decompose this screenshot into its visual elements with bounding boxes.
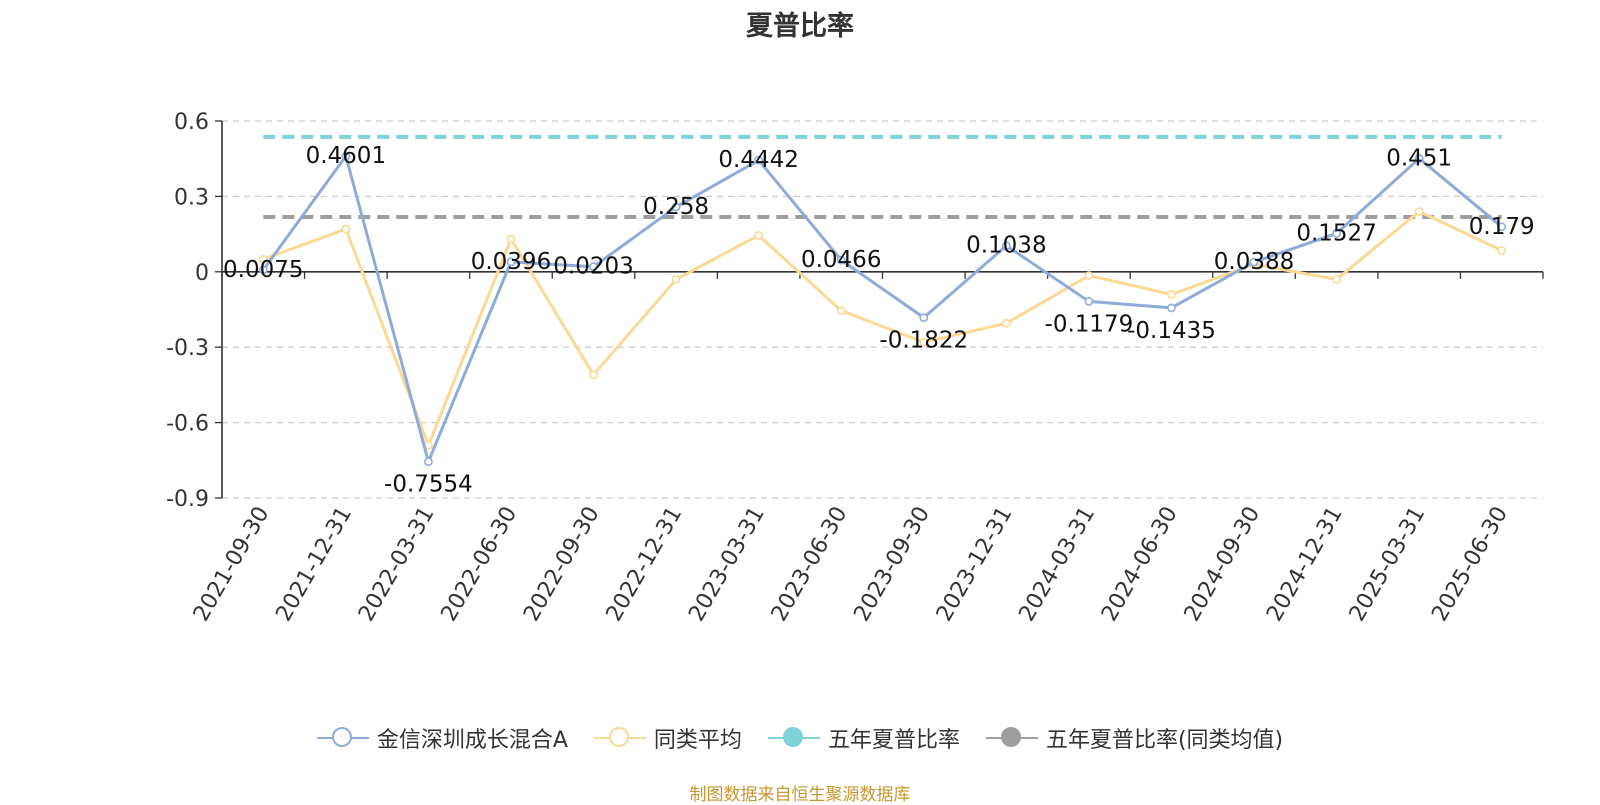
series-point (506, 257, 516, 267)
source-note: 制图数据来自恒生聚源数据库 (689, 785, 911, 805)
x-tick-label: 2025-06-30 (1427, 503, 1513, 626)
data-label: 0.179 (1469, 214, 1535, 240)
series-point (1332, 229, 1341, 238)
series-point (1001, 318, 1011, 328)
x-tick-label: 2021-09-30 (189, 503, 275, 626)
x-tick-label: 2024-06-30 (1097, 503, 1183, 626)
x-tick-label: 2022-12-31 (602, 503, 688, 626)
series-point (258, 254, 268, 264)
series-point (1414, 207, 1424, 216)
series-point (589, 262, 598, 272)
series-point (919, 337, 929, 347)
y-tick-label: -0.3 (166, 336, 209, 361)
x-tick-label: 2021-12-31 (271, 503, 357, 626)
series-point (589, 370, 598, 380)
x-tick-label: 2025-03-31 (1345, 503, 1431, 626)
legend-label-fund: 金信深圳成长混合A (376, 728, 568, 753)
x-tick-label: 2023-12-31 (932, 503, 1018, 626)
series-point (1167, 303, 1176, 313)
series-point (1167, 290, 1176, 299)
x-tick-label: 2024-03-31 (1015, 503, 1101, 626)
data-label: 0.0388 (1214, 249, 1294, 275)
data-label: 0.0396 (471, 249, 551, 275)
x-tick-label: 2023-09-30 (849, 503, 935, 626)
legend: 金信深圳成长混合A 同类平均 五年夏普比率 五年夏普比率(同类均值) (0, 722, 1600, 754)
legend-label-five-year-sharpe: 五年夏普比率 (827, 728, 960, 753)
series-point (1001, 241, 1011, 251)
reference-lines (263, 134, 1502, 220)
series-point (1497, 246, 1507, 255)
series-point (258, 265, 268, 275)
data-labels: 0.0075 0.4601 -0.7554 0.0396 0.0203 0.258 0.44… (223, 143, 1535, 497)
series-line (262, 209, 1503, 447)
legend-fund-line-icon (316, 726, 369, 750)
series-point (341, 224, 351, 234)
x-tick-label: 2024-09-30 (1180, 503, 1266, 626)
series-point (341, 151, 351, 161)
grid-lines (222, 120, 1543, 499)
series-point (1084, 271, 1094, 280)
legend-label-five-year-peer-mean: 五年夏普比率(同类均值) (1045, 728, 1284, 753)
data-label: 0.4601 (306, 143, 386, 169)
x-tick-label: 2024-12-31 (1262, 503, 1348, 626)
legend-item-five-year-peer-mean[interactable]: 五年夏普比率(同类均值) (985, 722, 1284, 754)
series-point (754, 155, 764, 165)
series-line (262, 154, 1503, 464)
data-label: 0.258 (643, 194, 709, 220)
data-label: 0.0203 (553, 254, 633, 280)
y-tick-label: -0.9 (166, 487, 209, 512)
y-tick-label: 0.6 (174, 110, 209, 135)
series-point (1332, 274, 1341, 284)
data-label: 0.0466 (801, 247, 881, 273)
legend-item-five-year-sharpe[interactable]: 五年夏普比率 (767, 722, 960, 754)
legend-five-year-line-icon (767, 726, 820, 750)
y-tick-label: 0 (195, 261, 209, 286)
series-point (836, 306, 846, 316)
series-point (836, 255, 846, 265)
data-label: -0.7554 (384, 472, 473, 498)
x-tick-label: 2022-06-30 (437, 503, 523, 626)
x-tick-label: 2022-03-31 (354, 503, 440, 626)
data-label: -0.1179 (1045, 311, 1134, 337)
series-point (1497, 222, 1507, 232)
series-point (1249, 257, 1259, 267)
legend-item-peer-average[interactable]: 同类平均 (593, 722, 742, 754)
x-tick-label: 2023-03-31 (684, 503, 770, 626)
series-lines (258, 151, 1507, 467)
chart-title: 夏普比率 (746, 11, 854, 42)
series-point (754, 230, 764, 240)
y-tick-label: -0.6 (166, 412, 209, 437)
series-point (671, 202, 681, 212)
data-label: 0.451 (1386, 145, 1452, 171)
axes: 0.60.30-0.3-0.6-0.92021-09-302021-12-312… (166, 110, 1544, 626)
data-label: 0.4442 (718, 147, 798, 173)
series-point (424, 457, 433, 467)
data-label: 0.1527 (1296, 220, 1376, 246)
y-tick-label: 0.3 (174, 185, 209, 210)
series-point (671, 274, 681, 284)
legend-peer-line-icon (593, 726, 646, 750)
legend-item-fund[interactable]: 金信深圳成长混合A (316, 722, 568, 754)
series-point (506, 234, 516, 244)
data-label: 0.0075 (223, 257, 303, 283)
x-tick-label: 2022-09-30 (519, 503, 605, 626)
series-point (919, 313, 929, 322)
legend-label-peer-average: 同类平均 (653, 728, 742, 753)
series-point (1414, 154, 1424, 163)
x-tick-label: 2023-06-30 (767, 503, 853, 626)
data-label: -0.1822 (879, 328, 968, 354)
legend-five-year-peer-line-icon (985, 726, 1038, 750)
series-point (1084, 297, 1094, 306)
data-label: -0.1435 (1127, 318, 1216, 344)
data-label: 0.1038 (966, 233, 1046, 259)
